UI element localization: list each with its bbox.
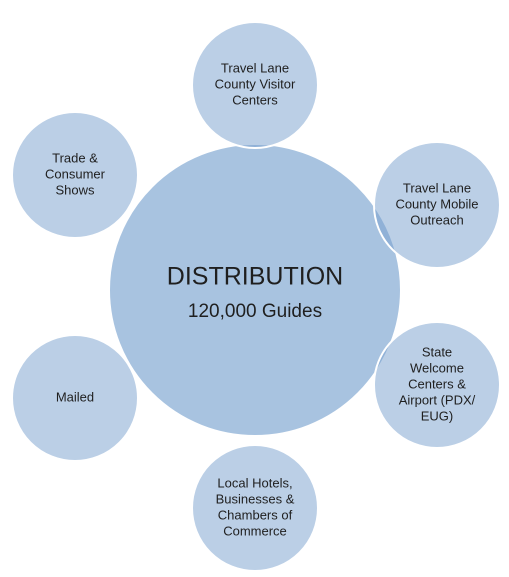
- node-circle: [191, 444, 319, 572]
- center-title: DISTRIBUTION: [167, 263, 343, 291]
- node-label: Centers: [232, 92, 278, 107]
- node-label: Businesses &: [216, 491, 295, 506]
- node-label: Chambers of: [218, 507, 293, 522]
- node-circle: [373, 141, 501, 269]
- node-label: Mailed: [56, 389, 94, 404]
- node-label: Travel Lane: [403, 180, 471, 195]
- node-label: Consumer: [45, 166, 106, 181]
- node-circle: [191, 21, 319, 149]
- node-circle: [373, 321, 501, 449]
- node-label: Outreach: [410, 212, 463, 227]
- node-label: Airport (PDX/: [399, 392, 476, 407]
- node-circle: [11, 111, 139, 239]
- nodes: [11, 21, 501, 572]
- node-label: State: [422, 344, 452, 359]
- node-circle: [11, 334, 139, 462]
- node-label: Welcome: [410, 360, 464, 375]
- node-label: EUG): [421, 408, 454, 423]
- node-label: Local Hotels,: [217, 475, 292, 490]
- node-label: Travel Lane: [221, 60, 289, 75]
- node-label: Shows: [55, 182, 95, 197]
- node-label: Commerce: [223, 523, 287, 538]
- node-label: County Visitor: [215, 76, 296, 91]
- node-label: County Mobile: [395, 196, 478, 211]
- center-subtitle: 120,000 Guides: [188, 301, 322, 322]
- node-label: Centers &: [408, 376, 466, 391]
- node-label: Trade &: [52, 150, 98, 165]
